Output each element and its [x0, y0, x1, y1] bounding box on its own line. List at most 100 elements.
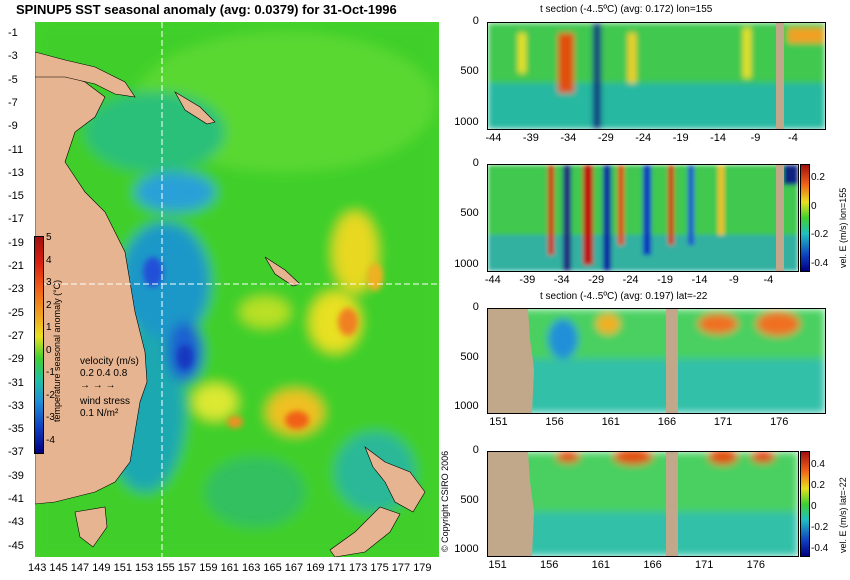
section-4-y-tick: 0	[472, 444, 479, 456]
velocity-legend: velocity (m/s) 0.2 0.4 0.8 → → → wind st…	[80, 356, 139, 420]
map-y-tick: -39	[8, 469, 24, 482]
section-1-x-tick: -19	[672, 132, 689, 144]
section-2-x-tick: -44	[484, 274, 501, 286]
section-3-x-tick: 176	[770, 416, 789, 428]
section-2-colorbar-tick: 0.2	[811, 172, 825, 183]
section-4-y-tick: 1000	[454, 543, 479, 556]
section-3-title: t section (-4..5ºC) (avg: 0.197) lat=-22	[540, 291, 708, 302]
map-y-tick: -9	[8, 120, 18, 133]
new-caledonia-land	[264, 256, 301, 287]
section-1-y-tick: 0	[472, 15, 479, 27]
section-4-x-tick: 166	[643, 559, 662, 571]
map-colorbar-tick: 1	[46, 322, 52, 333]
map-x-tick: 145	[49, 562, 68, 574]
section-4-x-tick: 151	[488, 559, 507, 571]
map-x-tick: 175	[370, 562, 389, 574]
section-4-colorbar-label: vel. E (m/s) lat=-22	[838, 477, 848, 553]
section-2-x-tick: -39	[519, 274, 536, 286]
section-3-x-tick: 151	[489, 416, 508, 428]
wind-value: 0.1 N/m²	[80, 408, 119, 419]
section-2-colorbar	[800, 164, 810, 272]
map-colorbar-tick: 3	[46, 277, 52, 288]
section-2-x-tick: -34	[553, 274, 570, 286]
section-2-x-tick: -24	[622, 274, 639, 286]
map-x-tick: 163	[242, 562, 261, 574]
map-y-tick: -27	[8, 329, 24, 342]
map-y-tick: -31	[8, 376, 24, 389]
section-4-colorbar-tick: -0.4	[811, 543, 829, 554]
map-y-tick: -13	[8, 166, 24, 179]
section-4-x-tick: 156	[540, 559, 559, 571]
map-y-tick: -21	[8, 260, 24, 272]
section-3-plot	[487, 308, 826, 414]
map-colorbar-tick: -4	[46, 434, 55, 446]
section-2-colorbar-label: vel. E (m/s) lon=155	[838, 187, 848, 268]
velocity-values: 0.2 0.4 0.8	[80, 368, 128, 379]
map-y-tick: -41	[8, 493, 24, 505]
australia-land	[35, 61, 148, 505]
section-4-x-tick: 171	[695, 559, 714, 571]
sst-map	[35, 22, 439, 557]
copyright-text: © Copyright CSIRO 2006	[440, 450, 450, 552]
map-y-tick: -37	[8, 446, 24, 459]
section-1-x-tick: -9	[750, 132, 761, 144]
map-colorbar-tick: 2	[46, 299, 52, 311]
section-2-colorbar-tick: -0.4	[811, 258, 829, 269]
map-y-tick: -1	[8, 27, 18, 39]
section-2-x-tick: -29	[588, 274, 605, 286]
section-1-x-tick: -44	[485, 132, 502, 144]
section-2-colorbar-tick: 0	[811, 200, 817, 212]
map-colorbar-label: temperature seasonal anomaly (°C)	[52, 279, 62, 422]
map-y-tick: -25	[8, 306, 24, 319]
map-y-tick: -19	[8, 236, 24, 249]
map-x-tick: 153	[135, 562, 154, 574]
section-3-x-tick: 156	[545, 416, 564, 428]
section-4-plot	[487, 451, 799, 557]
map-y-tick: -43	[8, 516, 24, 529]
section-4-colorbar-tick: 0.2	[811, 480, 825, 491]
map-x-tick: 165	[263, 562, 282, 574]
section-4-colorbar-tick: 0.4	[811, 459, 825, 470]
map-y-tick: -5	[8, 73, 18, 86]
map-colorbar-tick: 4	[46, 254, 52, 266]
map-y-tick: -11	[8, 143, 24, 156]
section-2-y-tick: 0	[472, 157, 479, 169]
section-1-x-tick: -14	[710, 132, 727, 144]
map-y-tick: -15	[8, 190, 24, 203]
new-guinea-land	[35, 51, 136, 98]
map-y-tick: -29	[8, 353, 24, 366]
section-2-x-tick: -9	[729, 274, 739, 286]
section-3-x-tick: 161	[601, 416, 620, 428]
map-colorbar-tick: 5	[46, 232, 52, 243]
section-3-y-tick: 0	[472, 301, 479, 313]
map-x-tick: 143	[28, 562, 47, 574]
map-colorbar-tick: -2	[46, 389, 55, 401]
map-colorbar	[34, 236, 44, 454]
section-4-x-tick: 161	[591, 559, 611, 571]
section-4-x-tick: 176	[746, 559, 766, 571]
section-3-x-tick: 166	[657, 416, 677, 428]
section-1-plot	[487, 22, 826, 130]
map-x-tick: 151	[113, 562, 132, 574]
map-colorbar-tick: 0	[46, 344, 52, 356]
section-2-x-tick: -4	[763, 274, 774, 286]
map-x-tick: 149	[92, 562, 111, 574]
section-3-y-tick: 1000	[454, 400, 479, 413]
section-4-y-tick: 500	[460, 493, 479, 506]
section-1-x-tick: -24	[635, 132, 652, 144]
map-y-tick: -23	[8, 283, 24, 296]
map-x-tick: 173	[349, 562, 368, 574]
map-y-tick: -33	[8, 399, 24, 412]
map-colorbar-tick: -1	[46, 367, 55, 378]
map-y-tick: -17	[8, 213, 24, 226]
new-zealand-north-land	[364, 446, 426, 513]
solomon-islands-land	[174, 91, 216, 125]
velocity-arrows: → → →	[80, 380, 116, 391]
section-1-y-tick: 500	[460, 65, 479, 78]
section-1-y-tick: 1000	[454, 115, 479, 128]
map-x-tick: 157	[177, 562, 197, 574]
map-x-tick: 161	[220, 562, 239, 574]
section-2-y-tick: 1000	[454, 257, 479, 270]
map-y-tick: -3	[8, 50, 18, 63]
section-2-colorbar-tick: -0.2	[811, 229, 829, 241]
